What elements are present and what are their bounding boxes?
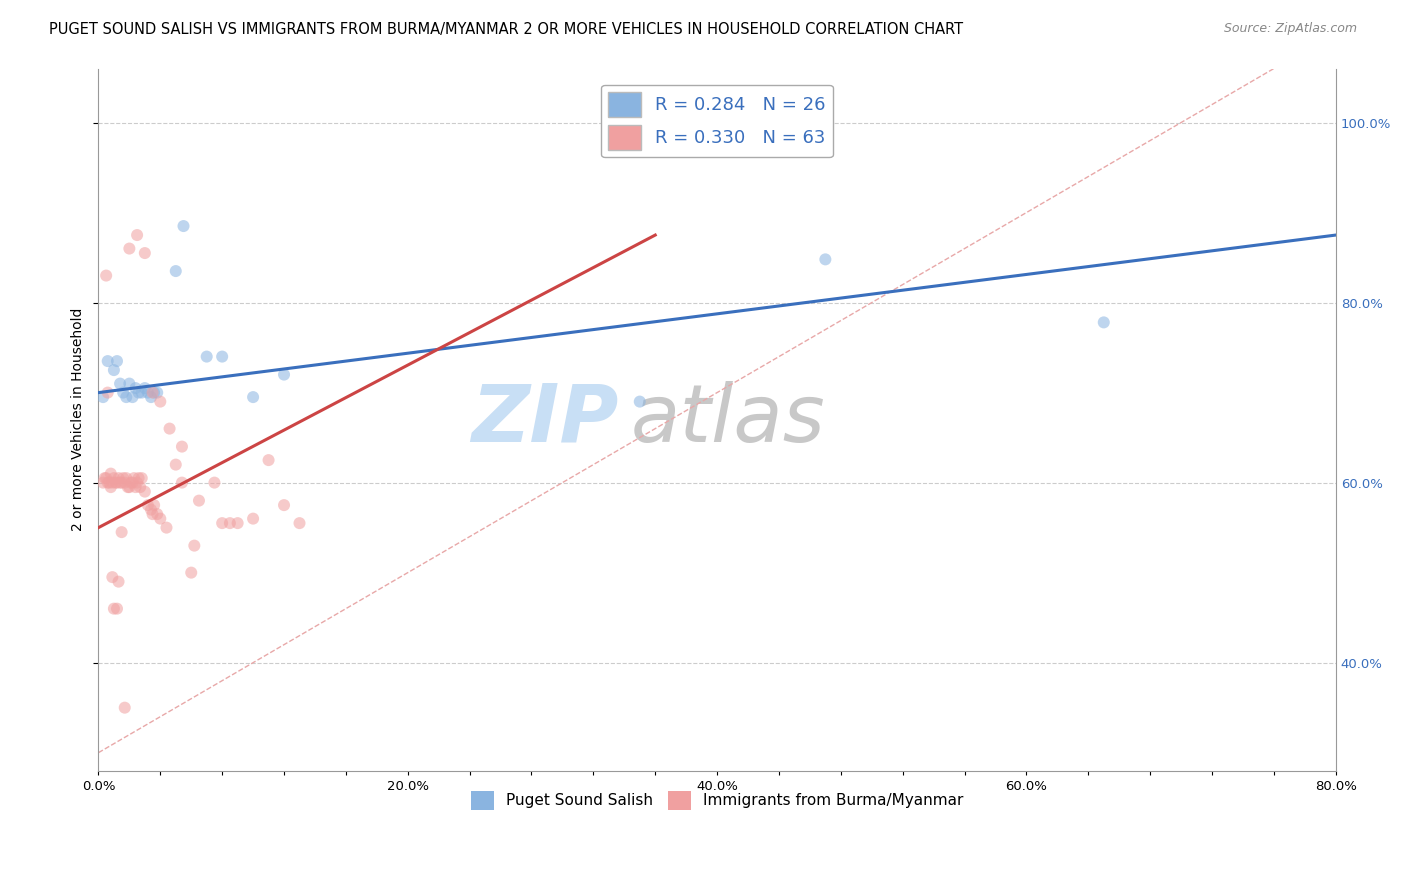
Point bbox=[97, 354, 120, 368]
Point bbox=[96, 268, 118, 283]
Point bbox=[101, 475, 124, 490]
Point bbox=[134, 484, 156, 499]
Point bbox=[146, 385, 169, 400]
Point bbox=[118, 480, 141, 494]
Point bbox=[136, 385, 159, 400]
Point bbox=[121, 475, 143, 490]
Point bbox=[105, 475, 128, 490]
Point bbox=[142, 385, 165, 400]
Point bbox=[120, 475, 142, 490]
Point bbox=[159, 421, 181, 435]
Point bbox=[183, 539, 205, 553]
Point bbox=[242, 511, 264, 525]
Text: atlas: atlas bbox=[630, 381, 825, 458]
Point bbox=[118, 376, 141, 391]
Point bbox=[103, 471, 125, 485]
Point bbox=[100, 467, 122, 481]
Point bbox=[111, 525, 134, 540]
Point bbox=[139, 390, 162, 404]
Point bbox=[121, 390, 143, 404]
Text: Source: ZipAtlas.com: Source: ZipAtlas.com bbox=[1223, 22, 1357, 36]
Point bbox=[165, 458, 187, 472]
Point bbox=[211, 516, 233, 530]
Point bbox=[105, 354, 128, 368]
Point bbox=[104, 475, 127, 490]
Point bbox=[628, 394, 651, 409]
Point bbox=[139, 502, 162, 516]
Point bbox=[188, 493, 211, 508]
Point bbox=[129, 480, 152, 494]
Point bbox=[96, 471, 118, 485]
Point bbox=[219, 516, 242, 530]
Point bbox=[134, 381, 156, 395]
Point bbox=[114, 700, 136, 714]
Point bbox=[112, 471, 135, 485]
Point bbox=[91, 390, 114, 404]
Point bbox=[115, 471, 138, 485]
Point bbox=[131, 471, 153, 485]
Point bbox=[127, 228, 149, 243]
Point bbox=[273, 498, 295, 512]
Point bbox=[814, 252, 837, 267]
Point bbox=[124, 381, 146, 395]
Point bbox=[97, 475, 120, 490]
Point bbox=[112, 385, 135, 400]
Point bbox=[103, 363, 125, 377]
Point bbox=[143, 498, 166, 512]
Point bbox=[165, 264, 187, 278]
Point bbox=[93, 471, 115, 485]
Point bbox=[98, 475, 121, 490]
Point bbox=[111, 475, 134, 490]
Point bbox=[1092, 315, 1115, 329]
Point bbox=[143, 385, 166, 400]
Point bbox=[134, 246, 156, 260]
Point bbox=[146, 507, 169, 521]
Legend: Puget Sound Salish, Immigrants from Burma/Myanmar: Puget Sound Salish, Immigrants from Burm… bbox=[464, 785, 970, 815]
Y-axis label: 2 or more Vehicles in Household: 2 or more Vehicles in Household bbox=[72, 308, 86, 532]
Point bbox=[195, 350, 218, 364]
Point bbox=[131, 385, 153, 400]
Point bbox=[173, 219, 195, 233]
Point bbox=[108, 376, 131, 391]
Point bbox=[108, 475, 131, 490]
Text: ZIP: ZIP bbox=[471, 381, 619, 458]
Point bbox=[117, 480, 139, 494]
Point bbox=[105, 601, 128, 615]
Point bbox=[136, 498, 159, 512]
Point bbox=[114, 475, 136, 490]
Point bbox=[170, 475, 193, 490]
Point bbox=[204, 475, 226, 490]
Point bbox=[97, 385, 120, 400]
Point bbox=[122, 471, 145, 485]
Point bbox=[101, 570, 124, 584]
Point bbox=[242, 390, 264, 404]
Point bbox=[107, 574, 129, 589]
Point bbox=[100, 480, 122, 494]
Point bbox=[115, 390, 138, 404]
Point bbox=[149, 511, 172, 525]
Point bbox=[124, 480, 146, 494]
Point bbox=[180, 566, 202, 580]
Point bbox=[288, 516, 311, 530]
Point bbox=[128, 385, 150, 400]
Point bbox=[103, 601, 125, 615]
Point bbox=[226, 516, 249, 530]
Point bbox=[91, 475, 114, 490]
Point bbox=[273, 368, 295, 382]
Point bbox=[257, 453, 280, 467]
Point bbox=[170, 440, 193, 454]
Point bbox=[127, 475, 149, 490]
Text: PUGET SOUND SALISH VS IMMIGRANTS FROM BURMA/MYANMAR 2 OR MORE VEHICLES IN HOUSEH: PUGET SOUND SALISH VS IMMIGRANTS FROM BU… bbox=[49, 22, 963, 37]
Point bbox=[211, 350, 233, 364]
Point bbox=[107, 471, 129, 485]
Point bbox=[142, 507, 165, 521]
Point bbox=[149, 394, 172, 409]
Point bbox=[118, 242, 141, 256]
Point bbox=[155, 521, 177, 535]
Point bbox=[128, 471, 150, 485]
